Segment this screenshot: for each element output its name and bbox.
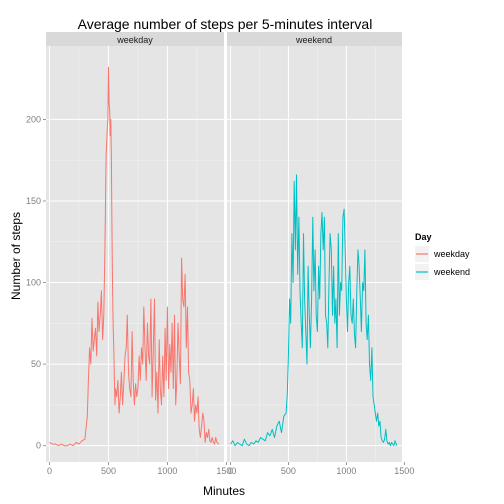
x-axis-title: Minutes	[203, 484, 245, 498]
legend-label-weekday: weekday	[433, 249, 470, 259]
x-tick-label: 500	[101, 466, 116, 476]
y-tick-label: 150	[26, 196, 41, 206]
x-tick-label: 1500	[394, 466, 414, 476]
y-tick-label: 0	[36, 441, 41, 451]
y-tick-label: 50	[31, 359, 41, 369]
x-tick-label: 1000	[157, 466, 177, 476]
legend-label-weekend: weekend	[433, 267, 470, 277]
legend: Day weekday weekend	[415, 232, 470, 280]
x-tick-label: 1500	[216, 466, 236, 476]
y-tick-label: 100	[26, 278, 41, 288]
x-tick-label: 500	[281, 466, 296, 476]
series-line-weekday	[49, 66, 220, 447]
series-lines	[49, 66, 398, 447]
grid-lines	[46, 46, 402, 462]
facet-strip-weekday	[46, 32, 224, 46]
chart-title: Average number of steps per 5-minutes in…	[78, 16, 373, 32]
series-line-weekend	[230, 174, 398, 447]
facet-strip-weekend	[227, 32, 402, 46]
x-tick-label: 0	[47, 466, 52, 476]
facet-label-weekday: weekday	[116, 35, 153, 45]
x-tick-label: 1000	[336, 466, 356, 476]
facet-label-weekend: weekend	[295, 35, 332, 45]
y-tick-label: 200	[26, 114, 41, 124]
legend-title: Day	[415, 232, 432, 242]
x-tick-label: 0	[228, 466, 233, 476]
y-axis-title: Number of steps	[9, 212, 23, 300]
